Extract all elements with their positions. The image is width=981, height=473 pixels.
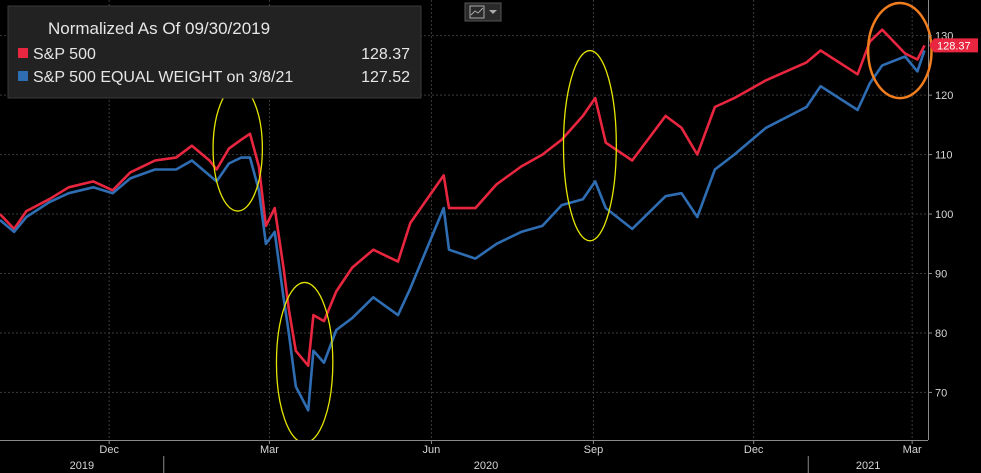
x-tick-label: Mar: [903, 444, 922, 456]
y-tick-label: 80: [935, 328, 947, 340]
annotation-ellipse: [866, 1, 933, 100]
x-axis: Dec Mar Jun Sep Dec Mar 2019 2020 2021: [0, 440, 981, 473]
x-tick-label: Mar: [260, 444, 279, 456]
legend-label-equal-weight: S&P 500 EQUAL WEIGHT on 3/8/21: [33, 69, 293, 86]
legend-box: [7, 5, 422, 99]
chart-title: Normalized As Of 09/30/2019: [48, 19, 270, 38]
chart-type-selector[interactable]: [464, 2, 502, 22]
x-year-label: 2021: [856, 460, 880, 472]
series-line-equal-weight: [0, 49, 926, 412]
x-year-label: 2020: [474, 460, 498, 472]
series-line-sp500: [0, 28, 926, 368]
y-tick-label: 90: [935, 269, 947, 281]
y-tick-label: 110: [935, 150, 953, 162]
last-value-tag-shape: [929, 38, 978, 53]
legend-value-equal-weight: 127.52: [361, 69, 410, 86]
series-layer: [0, 28, 926, 412]
chart-type-button[interactable]: [464, 2, 502, 22]
x-tick-label: Dec: [99, 444, 119, 456]
legend: Normalized As Of 09/30/2019 S&P 500 128.…: [7, 5, 422, 99]
annotation-ellipse: [562, 49, 617, 242]
x-tick-label: Sep: [584, 444, 604, 456]
x-tick-label: Jun: [423, 444, 441, 456]
legend-label-sp500: S&P 500: [33, 46, 96, 63]
legend-swatch-equal-weight: [18, 71, 28, 81]
y-tick-label: 120: [935, 90, 953, 102]
line-chart-icon: [469, 5, 485, 19]
legend-swatch-sp500: [18, 48, 28, 58]
last-value-tag: 128.37: [929, 38, 978, 53]
legend-value-sp500: 128.37: [361, 46, 410, 63]
x-tick-label: Dec: [744, 444, 764, 456]
last-value-tag-text: 128.37: [937, 40, 971, 52]
y-tick-label: 100: [935, 209, 953, 221]
x-year-label: 2019: [70, 460, 94, 472]
y-tick-label: 70: [935, 387, 947, 399]
caret-down-icon: [489, 10, 497, 14]
y-axis-area: [928, 0, 981, 440]
